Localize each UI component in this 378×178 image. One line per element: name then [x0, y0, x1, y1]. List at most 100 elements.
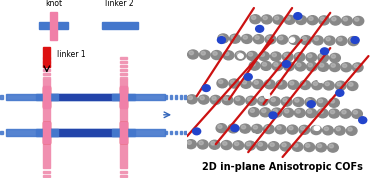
Circle shape [288, 80, 299, 89]
Circle shape [307, 62, 317, 71]
Text: linker 1: linker 1 [57, 50, 86, 59]
Circle shape [299, 125, 310, 134]
Circle shape [272, 62, 283, 70]
Circle shape [277, 126, 281, 130]
Bar [0, 95, 3, 99]
Bar [112, 94, 135, 100]
Circle shape [250, 15, 261, 24]
Circle shape [294, 143, 298, 147]
Circle shape [330, 53, 340, 62]
Circle shape [284, 53, 288, 57]
Circle shape [221, 141, 232, 150]
Bar [43, 87, 50, 107]
Circle shape [324, 36, 335, 45]
Circle shape [211, 51, 222, 59]
Circle shape [279, 36, 283, 40]
Bar [120, 79, 127, 168]
Circle shape [347, 82, 358, 90]
Circle shape [330, 62, 340, 72]
Circle shape [265, 35, 276, 44]
Circle shape [253, 125, 257, 129]
Bar [184, 131, 187, 134]
Circle shape [220, 35, 224, 39]
Circle shape [330, 16, 341, 25]
Bar [43, 73, 50, 75]
Circle shape [319, 64, 324, 67]
Circle shape [330, 110, 335, 114]
Circle shape [340, 109, 351, 118]
Bar [175, 131, 177, 134]
Circle shape [305, 144, 310, 147]
Circle shape [349, 83, 353, 86]
Bar [184, 95, 187, 99]
Bar [175, 95, 177, 99]
Circle shape [265, 94, 270, 98]
Circle shape [274, 16, 279, 20]
Circle shape [293, 97, 304, 106]
Circle shape [328, 143, 338, 152]
Circle shape [237, 52, 241, 56]
Circle shape [210, 95, 221, 104]
Circle shape [332, 17, 336, 21]
Bar [180, 95, 182, 99]
Circle shape [199, 141, 203, 145]
Bar [194, 131, 197, 134]
Bar [120, 61, 127, 63]
Circle shape [272, 53, 276, 57]
Circle shape [308, 54, 312, 57]
Circle shape [307, 99, 311, 102]
Bar [165, 95, 167, 99]
Bar [43, 171, 50, 173]
Circle shape [197, 140, 208, 149]
Bar [120, 171, 127, 173]
Circle shape [246, 142, 251, 146]
Bar [43, 86, 50, 108]
Circle shape [251, 62, 255, 66]
Bar [120, 65, 127, 67]
Bar [6, 129, 165, 136]
Circle shape [329, 109, 339, 118]
Circle shape [228, 124, 239, 133]
Circle shape [307, 110, 312, 113]
Circle shape [271, 108, 282, 117]
Circle shape [251, 16, 256, 19]
Circle shape [317, 98, 327, 107]
Circle shape [213, 52, 217, 55]
Circle shape [231, 80, 235, 84]
Circle shape [282, 52, 293, 61]
Bar [36, 94, 58, 100]
Bar [43, 79, 50, 168]
Circle shape [330, 100, 335, 103]
Circle shape [335, 126, 345, 135]
Bar [43, 175, 50, 177]
Circle shape [329, 144, 333, 148]
Bar [189, 95, 192, 99]
Circle shape [312, 127, 317, 130]
Circle shape [314, 37, 318, 41]
Circle shape [337, 82, 341, 86]
Bar [39, 22, 68, 29]
Bar [102, 22, 138, 29]
Circle shape [328, 98, 339, 107]
Circle shape [278, 81, 282, 85]
Bar [48, 129, 122, 136]
Circle shape [296, 54, 300, 57]
Circle shape [274, 63, 278, 66]
Circle shape [257, 142, 267, 150]
Circle shape [247, 51, 257, 60]
Circle shape [216, 124, 227, 133]
Circle shape [273, 15, 284, 24]
Circle shape [251, 134, 257, 138]
Circle shape [250, 109, 254, 112]
Bar [43, 65, 50, 67]
Circle shape [300, 80, 310, 90]
Circle shape [319, 110, 323, 114]
Circle shape [187, 95, 197, 104]
Circle shape [318, 53, 328, 62]
Circle shape [336, 36, 347, 45]
Circle shape [281, 97, 292, 106]
Circle shape [200, 96, 204, 100]
Circle shape [306, 109, 316, 118]
Circle shape [217, 37, 226, 43]
Circle shape [261, 61, 271, 70]
